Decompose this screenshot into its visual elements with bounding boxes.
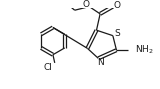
Text: O: O	[82, 0, 89, 9]
Text: NH$_2$: NH$_2$	[135, 44, 153, 56]
Text: O: O	[114, 1, 121, 10]
Text: N: N	[97, 58, 104, 67]
Text: Cl: Cl	[44, 63, 53, 72]
Text: S: S	[115, 29, 120, 38]
